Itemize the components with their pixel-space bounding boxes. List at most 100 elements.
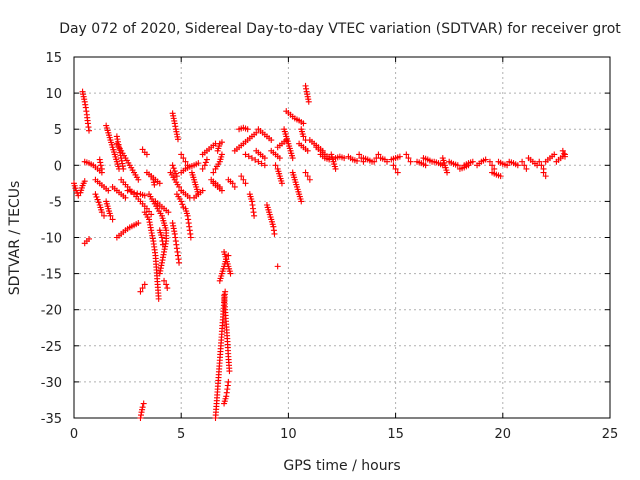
data-point (107, 212, 114, 219)
data-point (201, 162, 208, 169)
data-point (255, 158, 262, 165)
series-arc-64 (296, 140, 311, 154)
series-arc-62 (274, 137, 290, 151)
data-point (131, 189, 138, 196)
series-arc-56 (263, 202, 278, 237)
series-arc-57 (268, 147, 283, 162)
data-point (143, 151, 150, 158)
data-point (252, 156, 259, 163)
y-tick-label: -20 (41, 304, 62, 319)
data-point (519, 158, 526, 165)
data-point (218, 151, 225, 158)
series-arc-48 (225, 176, 238, 190)
data-point (137, 288, 144, 295)
chart-title: Day 072 of 2020, Sidereal Day-to-day VTE… (59, 21, 621, 37)
data-point (169, 162, 176, 169)
series-arc-17 (137, 400, 147, 421)
series-arc-32 (178, 151, 191, 169)
data-point (489, 162, 496, 169)
data-point (356, 151, 363, 158)
data-point (86, 127, 93, 134)
series-arc-84 (439, 155, 451, 176)
series-arc-14 (113, 133, 127, 172)
data-point (81, 178, 88, 185)
data-point (300, 120, 307, 127)
y-tick-label: -35 (41, 412, 62, 427)
series-arc-67 (302, 169, 313, 183)
series-arc-93 (519, 158, 530, 172)
series-arc-16 (137, 281, 148, 295)
data-point (341, 155, 348, 162)
data-point (135, 220, 142, 227)
data-point (245, 153, 252, 160)
series-arc-58 (274, 263, 281, 270)
series-arc-11 (113, 140, 142, 183)
series-arc-41 (212, 288, 229, 421)
x-tick-label: 10 (280, 427, 297, 442)
data-point (184, 162, 191, 169)
series-arc-92 (506, 158, 521, 169)
data-point (139, 285, 146, 292)
data-point (127, 188, 134, 195)
data-point (536, 158, 543, 165)
series-arc-15 (124, 187, 148, 199)
data-point (225, 252, 232, 259)
data-point (174, 136, 181, 143)
data-point (242, 180, 249, 187)
series-arc-19 (141, 209, 162, 302)
data-point (165, 209, 172, 216)
series-arc-60 (272, 162, 285, 187)
series-arc-79 (390, 162, 401, 176)
data-point (251, 212, 258, 219)
series-arc-70 (317, 151, 333, 163)
data-point (156, 180, 163, 187)
data-point (124, 187, 131, 194)
series-arc-45 (221, 292, 233, 375)
data-point (305, 98, 312, 105)
data-point (244, 126, 251, 133)
y-tick-label: 5 (54, 123, 62, 138)
series-arc-38 (199, 156, 210, 172)
data-point (101, 212, 108, 219)
series-arc-30 (173, 191, 187, 211)
data-point (514, 162, 521, 169)
data-point (405, 155, 412, 162)
series-arc-43 (210, 180, 225, 194)
series-arc-94 (525, 155, 541, 169)
data-point (164, 285, 171, 292)
data-point (302, 169, 309, 176)
data-point (497, 173, 504, 180)
data-point (178, 198, 185, 205)
data-point (469, 158, 476, 165)
data-point (151, 181, 158, 188)
data-point (179, 201, 186, 208)
data-point (444, 169, 451, 176)
data-point (226, 368, 233, 375)
data-point (98, 165, 105, 172)
series-arc-49 (231, 129, 260, 154)
y-tick-label: -5 (49, 195, 62, 210)
data-point (155, 295, 162, 302)
series-arc-75 (360, 155, 376, 165)
data-point (403, 151, 410, 158)
data-point (222, 288, 229, 295)
series-arc-03 (81, 235, 93, 247)
data-point (422, 162, 429, 169)
data-point (306, 176, 313, 183)
x-tick-label: 5 (177, 427, 185, 442)
data-point (304, 147, 311, 154)
series-arc-88 (474, 156, 489, 169)
data-point (300, 133, 307, 140)
series-arc-23 (152, 198, 172, 216)
data-point (227, 270, 234, 277)
data-point (180, 155, 187, 162)
data-point (394, 169, 401, 176)
series-arc-61 (283, 108, 307, 127)
data-point (195, 160, 202, 167)
series-arc-81 (414, 158, 429, 169)
data-point (384, 158, 391, 165)
data-point (141, 281, 148, 288)
y-tick-label: -25 (41, 340, 62, 355)
data-point (258, 160, 265, 167)
data-point (551, 151, 558, 158)
